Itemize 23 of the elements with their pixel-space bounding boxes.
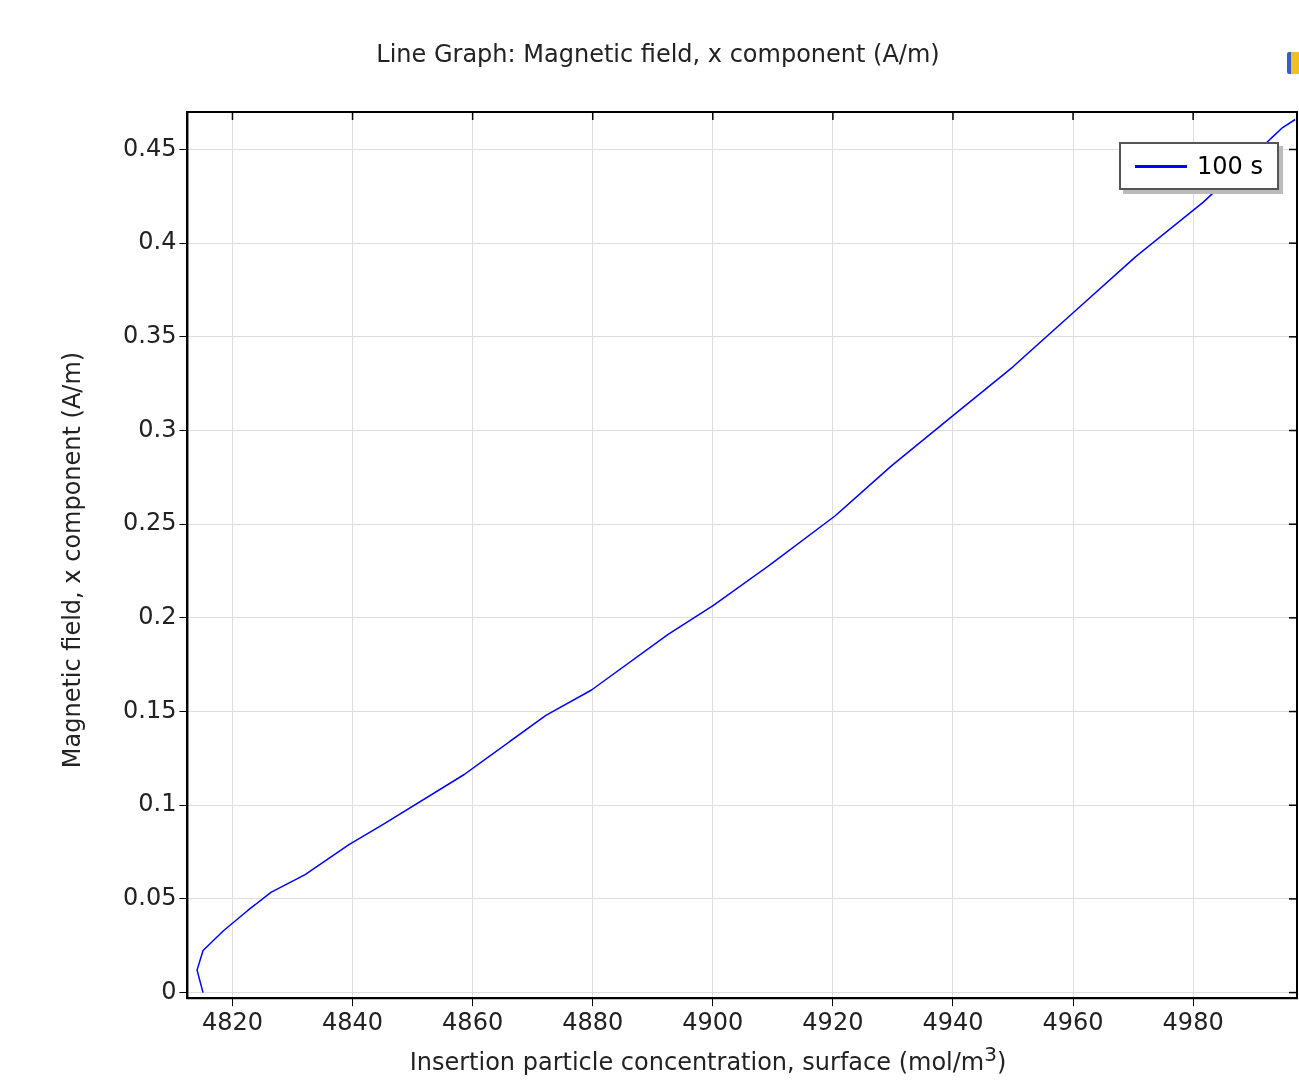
x-tick-label: 4900	[682, 1007, 744, 1036]
x-tick-label: 4820	[201, 1007, 264, 1036]
y-tick-label: 0.4	[138, 227, 177, 256]
y-tick-label: 0	[161, 976, 177, 1005]
y-tick-label: 0.3	[138, 414, 177, 443]
y-tick-label: 0.35	[123, 321, 177, 350]
x-tick-label: 4880	[562, 1007, 624, 1036]
y-tick-label: 0.15	[123, 695, 177, 724]
y-tick-label: 0.05	[123, 883, 177, 912]
y-tick-label: 0.1	[138, 789, 177, 818]
x-tick-label: 4940	[922, 1007, 984, 1036]
x-tick-label: 4860	[442, 1007, 504, 1036]
y-tick-label: 0.2	[138, 602, 177, 631]
y-tick-label: 0.25	[123, 508, 177, 537]
x-tick-label: 4960	[1042, 1007, 1104, 1036]
y-axis-title: Magnetic field, x component (A/m)	[58, 351, 86, 769]
y-tick-label: 0.45	[123, 133, 177, 162]
x-tick-label: 4840	[322, 1007, 384, 1036]
legend-label: 100 s	[1197, 152, 1263, 180]
x-axis-title: Insertion particle concentration, surface (mol/m$^{3}$)	[408, 1042, 1008, 1076]
x-tick-label: 4920	[802, 1007, 864, 1036]
chart-title: Line Graph: Magnetic field, x component (A/m)	[375, 40, 941, 68]
x-tick-label: 4980	[1162, 1007, 1224, 1036]
